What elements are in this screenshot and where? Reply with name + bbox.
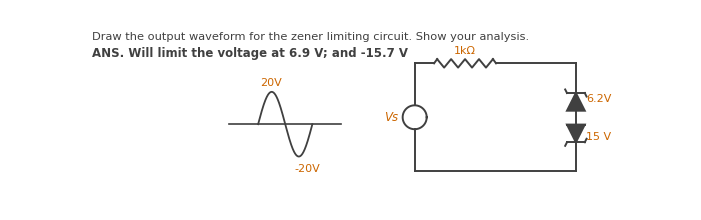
Text: 20V: 20V (261, 78, 283, 88)
Text: Draw the output waveform for the zener limiting circuit. Show your analysis.: Draw the output waveform for the zener l… (92, 32, 529, 42)
Text: Vs: Vs (384, 111, 398, 124)
Polygon shape (567, 93, 585, 111)
Text: 1kΩ: 1kΩ (454, 46, 476, 56)
Text: ANS. Will limit the voltage at 6.9 V; and -15.7 V: ANS. Will limit the voltage at 6.9 V; an… (92, 47, 407, 60)
Text: -20V: -20V (294, 164, 320, 174)
Text: 6.2V: 6.2V (586, 94, 611, 104)
Text: 15 V: 15 V (586, 132, 611, 141)
Polygon shape (567, 125, 585, 142)
